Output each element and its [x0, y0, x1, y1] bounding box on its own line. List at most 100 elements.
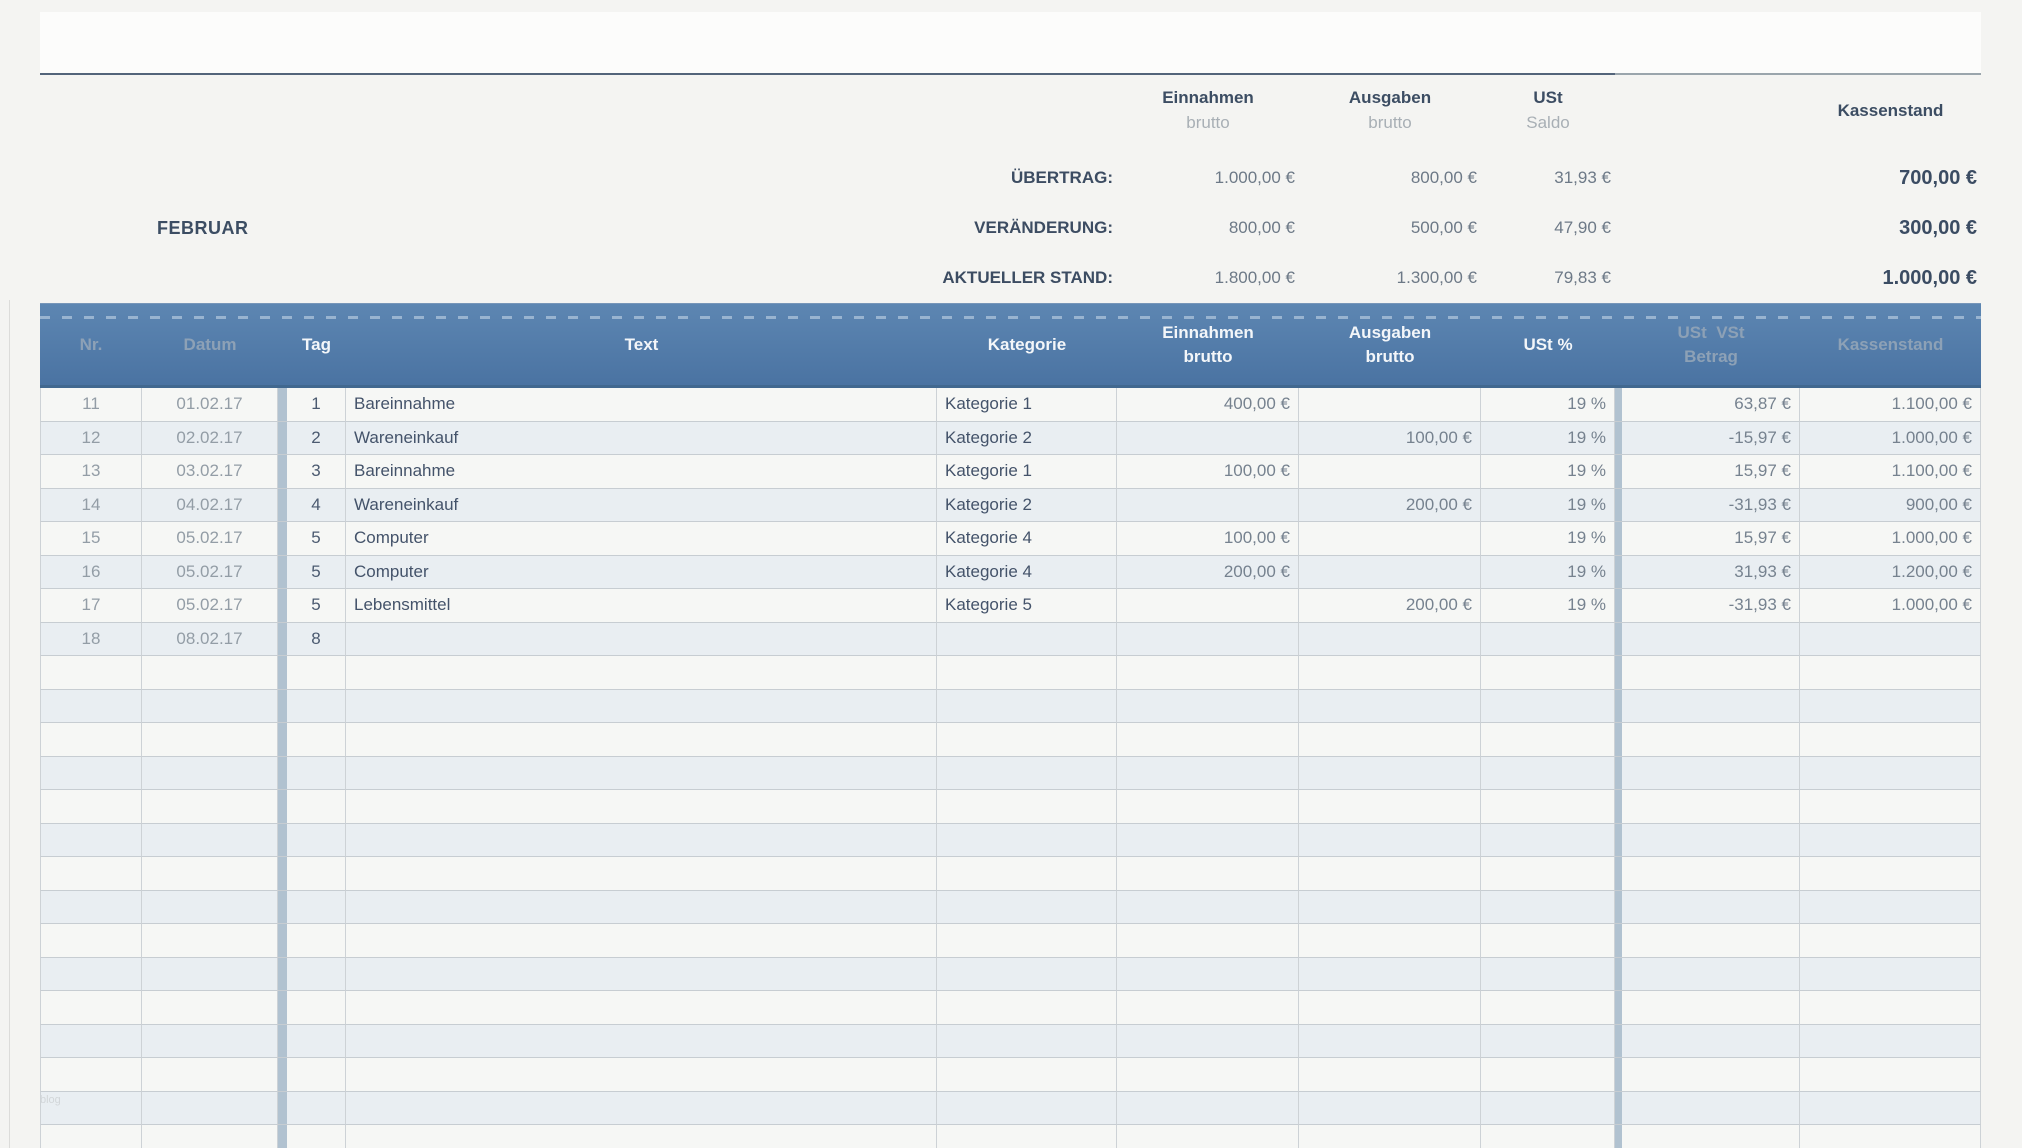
summary-value-ausgaben[interactable]: 800,00 €: [1410, 168, 1477, 187]
cell-kategorie[interactable]: [937, 890, 1117, 924]
cell-kassenstand[interactable]: 1.100,00 €: [1800, 455, 1981, 489]
cell-ausgaben[interactable]: [1299, 622, 1481, 656]
cell-tag[interactable]: 5: [287, 589, 346, 623]
cell-ust[interactable]: [1481, 991, 1615, 1025]
cell-betrag[interactable]: [1622, 1125, 1800, 1148]
cell-tag[interactable]: [287, 1125, 346, 1148]
cell-betrag[interactable]: 31,93 €: [1622, 555, 1800, 589]
cell-ausgaben[interactable]: [1299, 823, 1481, 857]
cell-datum[interactable]: [142, 890, 278, 924]
cell-kategorie[interactable]: [937, 689, 1117, 723]
cell-einnahmen[interactable]: [1117, 421, 1299, 455]
cell-ausgaben[interactable]: [1299, 991, 1481, 1025]
summary-value-kassenstand[interactable]: 1.000,00 €: [1882, 267, 1977, 289]
cell-einnahmen[interactable]: [1117, 622, 1299, 656]
cell-datum[interactable]: [142, 924, 278, 958]
summary-value-ust[interactable]: 47,90 €: [1554, 218, 1611, 237]
cell-kategorie[interactable]: Kategorie 2: [937, 488, 1117, 522]
cell-text[interactable]: [346, 957, 937, 991]
cell-text[interactable]: Wareneinkauf: [346, 421, 937, 455]
cell-datum[interactable]: [142, 1091, 278, 1125]
cell-datum[interactable]: [142, 991, 278, 1025]
cell-kassenstand[interactable]: [1800, 890, 1981, 924]
cell-ust[interactable]: [1481, 1024, 1615, 1058]
summary-label-veraenderung[interactable]: VERÄNDERUNG:: [974, 218, 1113, 237]
cell-einnahmen[interactable]: [1117, 589, 1299, 623]
cell-tag[interactable]: 1: [287, 388, 346, 422]
cell-kategorie[interactable]: Kategorie 1: [937, 455, 1117, 489]
cell-text[interactable]: [346, 1024, 937, 1058]
cell-einnahmen[interactable]: 100,00 €: [1117, 455, 1299, 489]
cell-text[interactable]: [346, 857, 937, 891]
cell-betrag[interactable]: [1622, 991, 1800, 1025]
cell-datum[interactable]: 05.02.17: [142, 555, 278, 589]
column-header-einnahmen[interactable]: Einnahmen brutto: [1162, 322, 1254, 366]
cell-einnahmen[interactable]: [1117, 957, 1299, 991]
cell-ust[interactable]: [1481, 957, 1615, 991]
cell-betrag[interactable]: -31,93 €: [1622, 488, 1800, 522]
cell-ausgaben[interactable]: 100,00 €: [1299, 421, 1481, 455]
cell-ausgaben[interactable]: [1299, 1024, 1481, 1058]
cell-tag[interactable]: [287, 790, 346, 824]
cell-text[interactable]: Bareinnahme: [346, 388, 937, 422]
cell-kategorie[interactable]: [937, 1058, 1117, 1092]
cell-datum[interactable]: [142, 823, 278, 857]
cell-datum[interactable]: 01.02.17: [142, 388, 278, 422]
cell-kategorie[interactable]: [937, 622, 1117, 656]
cell-text[interactable]: [346, 656, 937, 690]
cell-betrag[interactable]: [1622, 924, 1800, 958]
cell-text[interactable]: Lebensmittel: [346, 589, 937, 623]
cell-tag[interactable]: [287, 957, 346, 991]
summary-value-einnahmen[interactable]: 1.000,00 €: [1214, 168, 1295, 187]
cell-kassenstand[interactable]: [1800, 656, 1981, 690]
cell-kategorie[interactable]: [937, 1091, 1117, 1125]
cell-nr[interactable]: 13: [40, 455, 142, 489]
cell-betrag[interactable]: 15,97 €: [1622, 455, 1800, 489]
cell-betrag[interactable]: [1622, 1024, 1800, 1058]
cell-einnahmen[interactable]: [1117, 1091, 1299, 1125]
summary-value-kassenstand[interactable]: 300,00 €: [1899, 217, 1977, 239]
summary-value-einnahmen[interactable]: 1.800,00 €: [1214, 268, 1295, 287]
cell-kategorie[interactable]: [937, 991, 1117, 1025]
cell-tag[interactable]: 4: [287, 488, 346, 522]
cell-kassenstand[interactable]: [1800, 1125, 1981, 1148]
cell-datum[interactable]: [142, 1058, 278, 1092]
cell-kassenstand[interactable]: [1800, 1058, 1981, 1092]
cell-text[interactable]: Computer: [346, 522, 937, 556]
cell-kassenstand[interactable]: [1800, 857, 1981, 891]
cell-tag[interactable]: 8: [287, 622, 346, 656]
summary-col-ausgaben[interactable]: Ausgaben brutto: [1299, 85, 1481, 135]
cell-kassenstand[interactable]: [1800, 823, 1981, 857]
column-header-kategorie[interactable]: Kategorie: [987, 334, 1067, 354]
cell-nr[interactable]: [40, 723, 142, 757]
cell-tag[interactable]: [287, 756, 346, 790]
cell-tag[interactable]: [287, 656, 346, 690]
cell-ausgaben[interactable]: 200,00 €: [1299, 589, 1481, 623]
cell-betrag[interactable]: [1622, 790, 1800, 824]
cell-ausgaben[interactable]: [1299, 455, 1481, 489]
cell-nr[interactable]: [40, 1058, 142, 1092]
cell-text[interactable]: [346, 1058, 937, 1092]
cell-datum[interactable]: [142, 656, 278, 690]
cell-ust[interactable]: [1481, 790, 1615, 824]
cell-ausgaben[interactable]: [1299, 522, 1481, 556]
cell-einnahmen[interactable]: [1117, 857, 1299, 891]
cell-ausgaben[interactable]: 200,00 €: [1299, 488, 1481, 522]
cell-ausgaben[interactable]: [1299, 857, 1481, 891]
cell-nr[interactable]: 15: [40, 522, 142, 556]
cell-einnahmen[interactable]: [1117, 823, 1299, 857]
cell-nr[interactable]: [40, 756, 142, 790]
cell-kategorie[interactable]: Kategorie 4: [937, 555, 1117, 589]
cell-ust[interactable]: [1481, 689, 1615, 723]
cell-ausgaben[interactable]: [1299, 1091, 1481, 1125]
column-header-nr[interactable]: Nr.: [79, 334, 103, 354]
cell-betrag[interactable]: [1622, 890, 1800, 924]
cell-nr[interactable]: [40, 790, 142, 824]
cell-datum[interactable]: [142, 723, 278, 757]
cell-datum[interactable]: [142, 857, 278, 891]
cell-ausgaben[interactable]: [1299, 957, 1481, 991]
cell-kassenstand[interactable]: [1800, 1024, 1981, 1058]
cell-kategorie[interactable]: [937, 823, 1117, 857]
cell-kassenstand[interactable]: [1800, 957, 1981, 991]
cell-nr[interactable]: 18: [40, 622, 142, 656]
